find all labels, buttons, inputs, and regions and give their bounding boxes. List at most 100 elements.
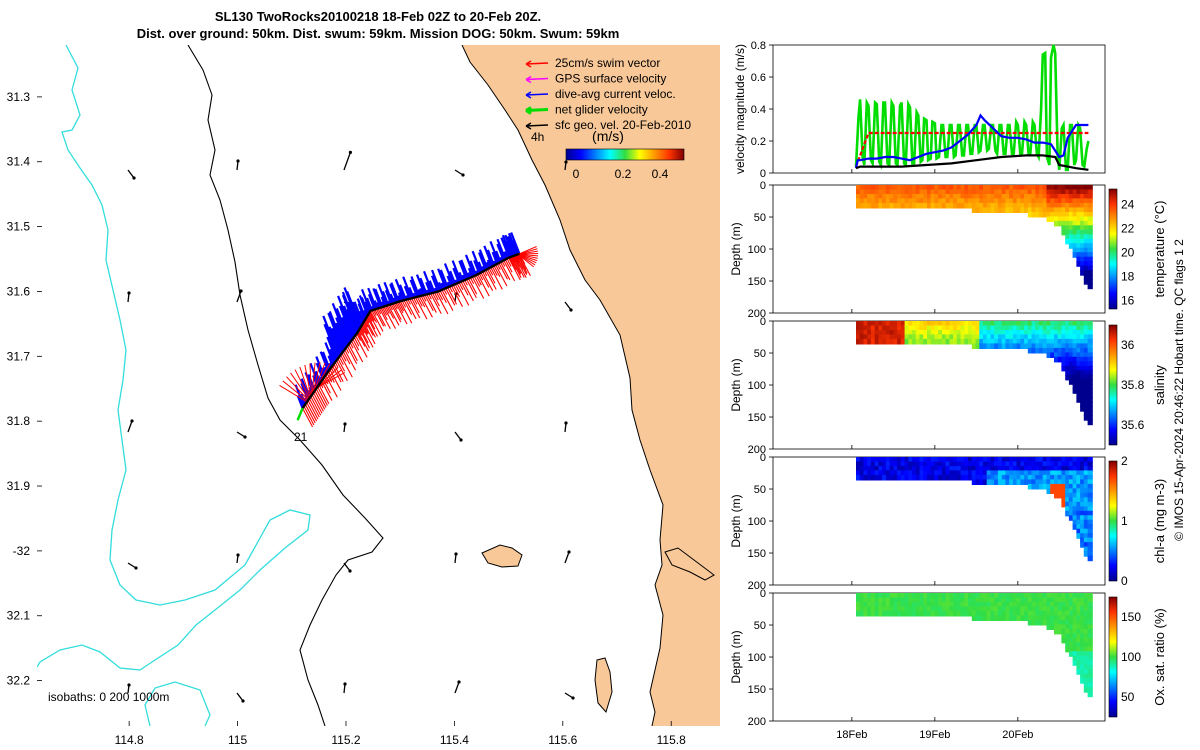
section-cell <box>1054 185 1060 191</box>
section-cell <box>1083 370 1089 376</box>
dive-avg-current-vector <box>410 276 421 297</box>
map-x-tick-label: 115.4 <box>440 733 469 747</box>
section-cell <box>859 330 865 336</box>
section-y-tick-label: 50 <box>754 484 766 496</box>
section-cell <box>960 466 966 472</box>
section-cell <box>1076 624 1082 630</box>
section-cell <box>1087 334 1093 340</box>
section-cell <box>1035 189 1041 196</box>
section-cell <box>882 606 888 612</box>
section-cell <box>1061 352 1067 358</box>
velocity-series-dive-avg-current-veloc- <box>854 113 1089 169</box>
section-cell <box>945 189 951 196</box>
section-cell <box>1087 624 1093 630</box>
section-cell <box>1057 597 1063 604</box>
section-cell <box>1020 474 1026 481</box>
section-cell <box>1050 211 1056 218</box>
section-cell <box>1054 474 1060 481</box>
section-cell <box>1046 330 1052 336</box>
section-cell <box>1083 325 1089 332</box>
section-cell <box>1065 466 1071 472</box>
section-cell <box>1076 664 1082 671</box>
section-cell <box>1080 501 1086 508</box>
section-cell <box>1054 347 1060 354</box>
section-cell <box>885 334 892 340</box>
section-cell <box>1039 597 1045 604</box>
section-cell <box>900 321 906 327</box>
section-cell <box>1027 189 1033 196</box>
section-cell <box>1080 664 1086 671</box>
section-cell <box>1031 211 1037 218</box>
section-cell <box>1072 202 1078 209</box>
dive-avg-current-vector <box>491 251 499 265</box>
dive-avg-current-vector <box>335 317 349 347</box>
sfc-geo-arrow-head <box>567 550 571 554</box>
section-cell <box>878 330 884 336</box>
section-cell <box>1072 660 1078 666</box>
sfc-geo-arrow-head <box>564 421 568 425</box>
section-cell <box>1065 343 1071 349</box>
section-cell <box>1016 202 1022 209</box>
section-cell <box>927 189 933 196</box>
section-cell <box>979 189 985 196</box>
section-cell <box>893 610 899 617</box>
section-cell <box>893 325 899 332</box>
section-cell <box>1046 185 1052 191</box>
section-cell <box>867 606 873 612</box>
section-cell <box>994 593 1000 599</box>
section-cell <box>1061 501 1067 508</box>
section-cell <box>1012 606 1019 612</box>
section-cell <box>1087 243 1093 249</box>
swim-vector <box>356 333 361 341</box>
swim-vector <box>478 273 484 281</box>
section-cell <box>870 189 877 196</box>
dive-avg-current-vector <box>510 232 521 255</box>
section-cell <box>1031 334 1037 340</box>
section-cell <box>1035 593 1041 599</box>
section-cell <box>949 321 955 327</box>
section-cell <box>1054 610 1060 617</box>
section-cell <box>1087 229 1093 236</box>
section-cell <box>1083 343 1089 349</box>
section-cell <box>934 470 940 476</box>
section-cell <box>1065 334 1071 340</box>
section-cell <box>1076 343 1082 349</box>
section-cell <box>953 457 959 463</box>
section-cell <box>1061 610 1067 617</box>
section-cell <box>1009 610 1015 617</box>
section-cell <box>870 330 877 336</box>
section-cell <box>1001 207 1007 213</box>
section-cell <box>927 338 933 345</box>
sfc-geo-arrow-head <box>243 435 247 439</box>
section-cell <box>945 470 951 476</box>
section-cell <box>997 185 1004 191</box>
section-cell <box>863 610 869 617</box>
dive-avg-current-vector <box>329 348 337 363</box>
section-cell <box>956 189 962 196</box>
section-cell <box>923 597 929 604</box>
section-cell <box>975 593 981 599</box>
section-cell <box>1020 466 1026 472</box>
section-colorbar-bar <box>1108 324 1118 446</box>
swim-vector <box>503 260 516 282</box>
section-cell <box>1016 325 1022 332</box>
section-cell <box>912 202 918 209</box>
section-cell <box>1087 546 1093 553</box>
section-cell <box>912 334 918 340</box>
section-cell <box>1005 185 1011 191</box>
section-cell <box>1087 202 1093 209</box>
section-cell <box>1087 474 1093 481</box>
section-cell <box>953 466 959 472</box>
section-cell <box>1001 321 1007 327</box>
section-cell <box>983 461 989 468</box>
section-cell <box>1054 216 1060 222</box>
section-cell <box>874 338 880 345</box>
section-cell <box>1005 338 1011 345</box>
section-cell <box>874 185 880 191</box>
section-cell <box>1024 185 1030 191</box>
section-cell <box>1065 189 1071 196</box>
section-cell <box>870 470 877 476</box>
section-cell <box>1083 352 1089 358</box>
section-cell <box>938 597 944 604</box>
